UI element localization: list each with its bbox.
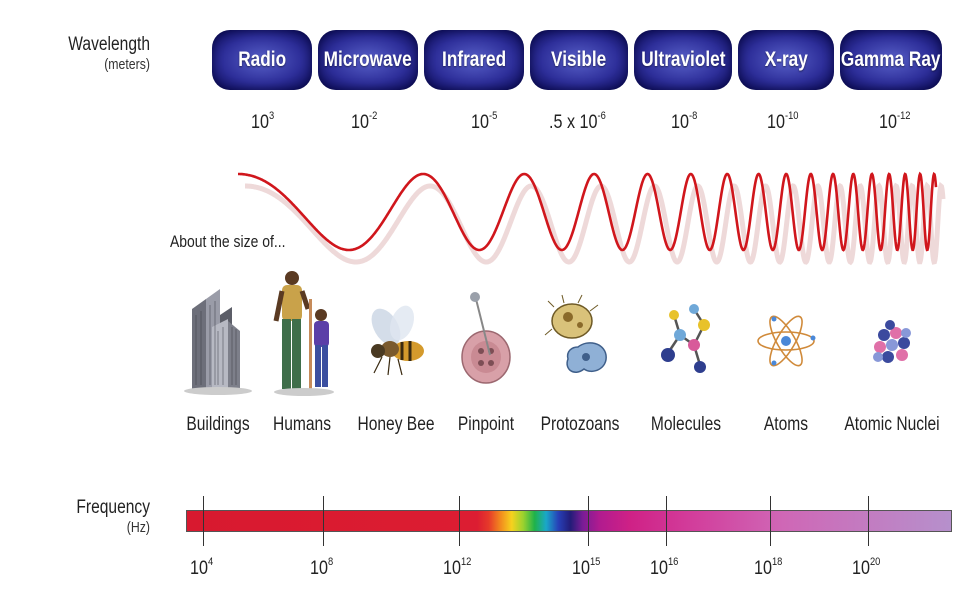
size-label-pinpoint: Pinpoint xyxy=(457,414,515,435)
frequency-tick xyxy=(770,496,771,546)
band-infrared: Infrared xyxy=(424,30,524,90)
frequency-unit: (Hz) xyxy=(126,519,150,536)
frequency-tick xyxy=(868,496,869,546)
band-gamma-ray: Gamma Ray xyxy=(840,30,942,90)
band-label: X-ray xyxy=(764,48,808,71)
wavelength-value: 10-10 xyxy=(767,110,799,133)
frequency-value: 1016 xyxy=(650,556,679,579)
frequency-tick xyxy=(323,496,324,546)
wave-line xyxy=(238,171,938,252)
pinpoint-icon xyxy=(461,292,511,384)
frequency-tick xyxy=(588,496,589,546)
wavelength-value: 10-8 xyxy=(671,110,698,133)
band-label: Gamma Ray xyxy=(841,48,941,71)
molecules-icon xyxy=(661,304,710,373)
frequency-value: 1018 xyxy=(754,556,783,579)
band-label: Ultraviolet xyxy=(640,48,726,71)
size-label-molecules: Molecules xyxy=(650,414,722,435)
wavelength-value: 10-12 xyxy=(879,110,911,133)
size-label-atomic-nuclei: Atomic Nuclei xyxy=(844,414,940,435)
size-label-honey-bee: Honey Bee xyxy=(357,414,435,435)
frequency-tick xyxy=(666,496,667,546)
buildings-icon xyxy=(184,289,252,395)
frequency-spectrum-bar xyxy=(186,510,952,532)
wave-shadow xyxy=(245,181,946,266)
frequency-tick xyxy=(459,496,460,546)
wavelength-value: 103 xyxy=(251,110,275,133)
band-label: Visible xyxy=(551,48,607,71)
wavelength-unit: (meters) xyxy=(104,56,150,73)
band-label: Microwave xyxy=(323,48,413,71)
wavelength-value: 10-2 xyxy=(351,110,378,133)
wavelength-value: .5 x 10-6 xyxy=(549,110,606,133)
size-label-humans: Humans xyxy=(272,414,332,435)
frequency-value: 104 xyxy=(190,556,214,579)
wave-graphic xyxy=(238,171,946,266)
atomic-nuclei-icon xyxy=(873,320,911,363)
frequency-value: 108 xyxy=(310,556,334,579)
honey-bee-icon xyxy=(371,305,424,376)
band-label: Radio xyxy=(238,48,286,71)
wavelength-row-label: Wavelength (meters) xyxy=(20,34,150,73)
band-visible: Visible xyxy=(530,30,628,90)
protozoans-icon xyxy=(544,294,607,373)
humans-icon xyxy=(273,271,334,396)
frequency-tick xyxy=(203,496,204,546)
wavelength-value: 10-5 xyxy=(471,110,498,133)
size-label-protozoans: Protozoans xyxy=(540,414,620,435)
size-label-atoms: Atoms xyxy=(763,414,809,435)
frequency-value: 1020 xyxy=(852,556,881,579)
band-radio: Radio xyxy=(212,30,312,90)
band-xray: X-ray xyxy=(738,30,834,90)
band-label: Infrared xyxy=(441,48,507,71)
band-microwave: Microwave xyxy=(318,30,418,90)
frequency-label: Frequency xyxy=(76,497,150,518)
wavelength-label: Wavelength xyxy=(68,34,150,55)
frequency-row-label: Frequency (Hz) xyxy=(20,497,150,536)
size-label-buildings: Buildings xyxy=(186,414,250,435)
about-size-label: About the size of... xyxy=(170,232,286,251)
atoms-icon xyxy=(757,315,816,367)
band-ultraviolet: Ultraviolet xyxy=(634,30,732,90)
size-icons xyxy=(184,271,911,396)
frequency-value: 1012 xyxy=(443,556,472,579)
frequency-value: 1015 xyxy=(572,556,601,579)
